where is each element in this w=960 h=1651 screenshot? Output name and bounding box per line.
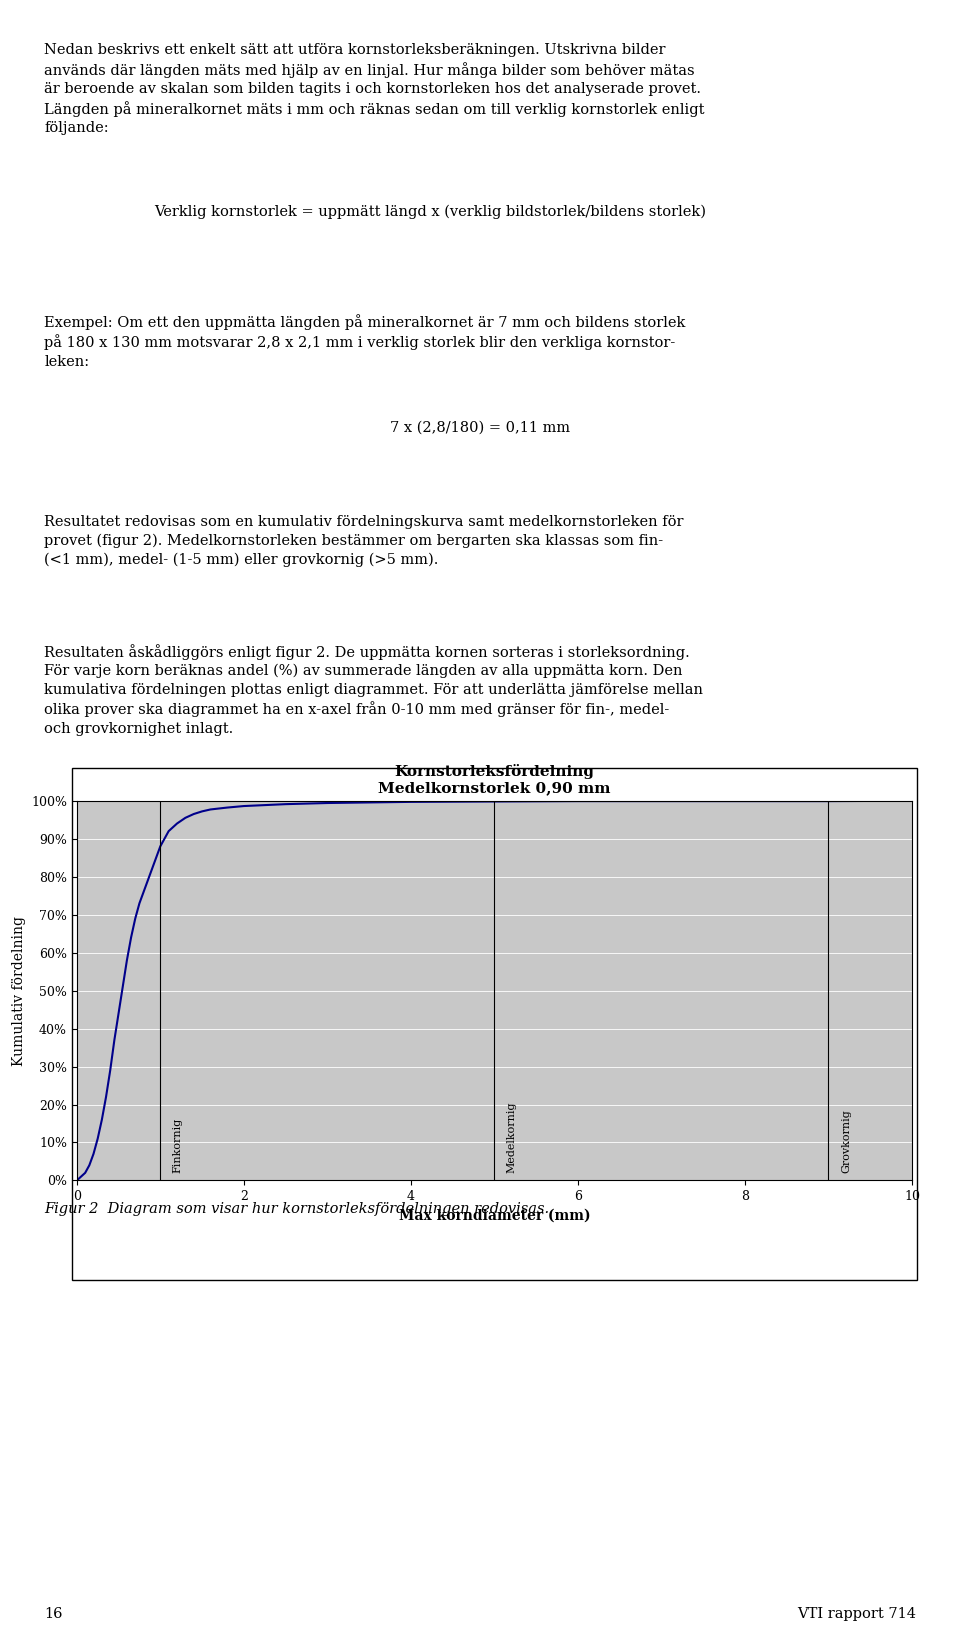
Text: Resultatet redovisas som en kumulativ fördelningskurva samt medelkornstorleken f: Resultatet redovisas som en kumulativ fö…: [44, 515, 684, 566]
Text: Resultaten åskådliggörs enligt figur 2. De uppmätta kornen sorteras i storleksor: Resultaten åskådliggörs enligt figur 2. …: [44, 644, 703, 736]
Title: Kornstorleksfördelning
Medelkornstorlek 0,90 mm: Kornstorleksfördelning Medelkornstorlek …: [378, 764, 611, 796]
Text: Figur 2  Diagram som visar hur kornstorleksfördelningen redovisas.: Figur 2 Diagram som visar hur kornstorle…: [44, 1202, 549, 1215]
Text: Verklig kornstorlek = uppmätt längd x (verklig bildstorlek/bildens storlek): Verklig kornstorlek = uppmätt längd x (v…: [155, 205, 707, 220]
Text: Medelkornig: Medelkornig: [507, 1101, 516, 1172]
Text: 7 x (2,8/180) = 0,11 mm: 7 x (2,8/180) = 0,11 mm: [390, 421, 570, 434]
X-axis label: Max korndiameter (mm): Max korndiameter (mm): [398, 1209, 590, 1223]
Text: Grovkornig: Grovkornig: [841, 1109, 851, 1172]
Text: 16: 16: [44, 1608, 62, 1621]
Text: VTI rapport 714: VTI rapport 714: [797, 1608, 916, 1621]
Text: Nedan beskrivs ett enkelt sätt att utföra kornstorleksberäkningen. Utskrivna bil: Nedan beskrivs ett enkelt sätt att utför…: [44, 43, 705, 135]
Y-axis label: Kumulativ fördelning: Kumulativ fördelning: [12, 916, 26, 1065]
Text: Finkornig: Finkornig: [173, 1118, 182, 1172]
Text: Exempel: Om ett den uppmätta längden på mineralkornet är 7 mm och bildens storle: Exempel: Om ett den uppmätta längden på …: [44, 314, 685, 368]
